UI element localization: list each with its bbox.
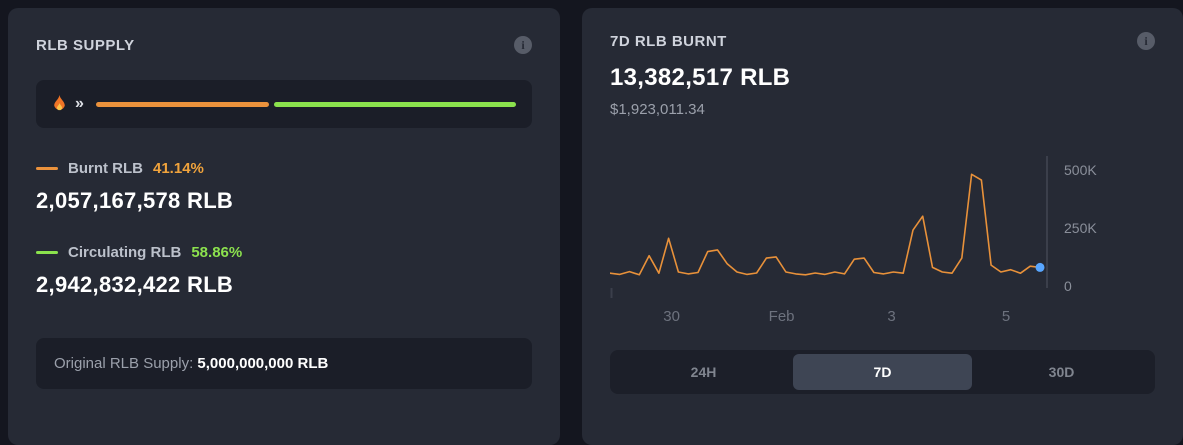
x-axis-tick-label: 5: [1001, 308, 1011, 325]
burnt-bar-segment: [95, 101, 269, 107]
original-supply-label: Original RLB Supply:: [54, 355, 194, 372]
circulating-bar-segment: [273, 101, 516, 107]
original-supply-box: Original RLB Supply: 5,000,000,000 RLB: [36, 338, 532, 389]
supply-card-title: RLB SUPPLY: [36, 36, 135, 54]
tab-24h[interactable]: 24H: [690, 364, 717, 380]
circulating-amount: 2,942,832,422 RLB: [36, 272, 234, 297]
burnt-percent: 41.14%: [153, 160, 204, 177]
burn-chart: [610, 148, 1050, 298]
burnt-amount: 2,057,167,578 RLB: [36, 188, 234, 213]
tab-30d[interactable]: 30D: [1048, 364, 1075, 380]
rlb-burnt-card: 7D RLB BURNT i 13,382,517 RLB $1,923,011…: [582, 8, 1183, 445]
chevrons-icon: »: [75, 95, 84, 112]
chart-endpoint-dot: [1035, 262, 1045, 272]
circulating-legend: Circulating RLB 58.86%: [36, 244, 532, 261]
chart-x-axis: 30 Feb 3 5: [610, 306, 1050, 332]
burnt-total-usd: $1,923,011.34: [610, 101, 705, 118]
supply-progress-container: »: [36, 80, 532, 128]
info-icon[interactable]: i: [514, 36, 532, 54]
x-axis-tick-label: 3: [887, 308, 896, 325]
burnt-legend-dash: [36, 167, 58, 170]
flame-icon: [54, 95, 65, 111]
circulating-legend-label: Circulating RLB: [68, 244, 182, 261]
y-axis-tick-label: 0: [1064, 278, 1072, 294]
circulating-percent: 58.86%: [191, 244, 243, 261]
burn-line-series: [610, 174, 1040, 274]
chart-y-axis: 500K 250K 0: [1054, 148, 1114, 298]
burnt-card-header: 7D RLB BURNT i: [610, 32, 1155, 50]
info-icon[interactable]: i: [1137, 32, 1155, 50]
tab-7d[interactable]: 7D: [793, 354, 972, 390]
original-supply-amount: 5,000,000,000 RLB: [197, 355, 329, 372]
rlb-supply-card: RLB SUPPLY i » Burnt RLB 41.14% 2,057,16…: [8, 8, 560, 445]
burnt-legend-label: Burnt RLB: [68, 160, 143, 177]
burnt-card-title: 7D RLB BURNT: [610, 32, 727, 50]
timeframe-tabs: 24H 7D 30D: [610, 350, 1155, 394]
supply-progress-bar: [95, 101, 516, 107]
supply-card-header: RLB SUPPLY i: [36, 36, 532, 54]
x-axis-tick-label: Feb: [768, 308, 795, 325]
burn-chart-area: 500K 250K 0: [610, 148, 1097, 298]
y-axis-tick-label: 500K: [1064, 161, 1097, 178]
circulating-legend-dash: [36, 251, 58, 254]
y-axis-tick-label: 250K: [1064, 219, 1097, 236]
burnt-total-amount: 13,382,517 RLB: [610, 64, 791, 91]
burnt-legend: Burnt RLB 41.14%: [36, 160, 532, 177]
x-axis-tick-label: 30: [663, 308, 680, 325]
